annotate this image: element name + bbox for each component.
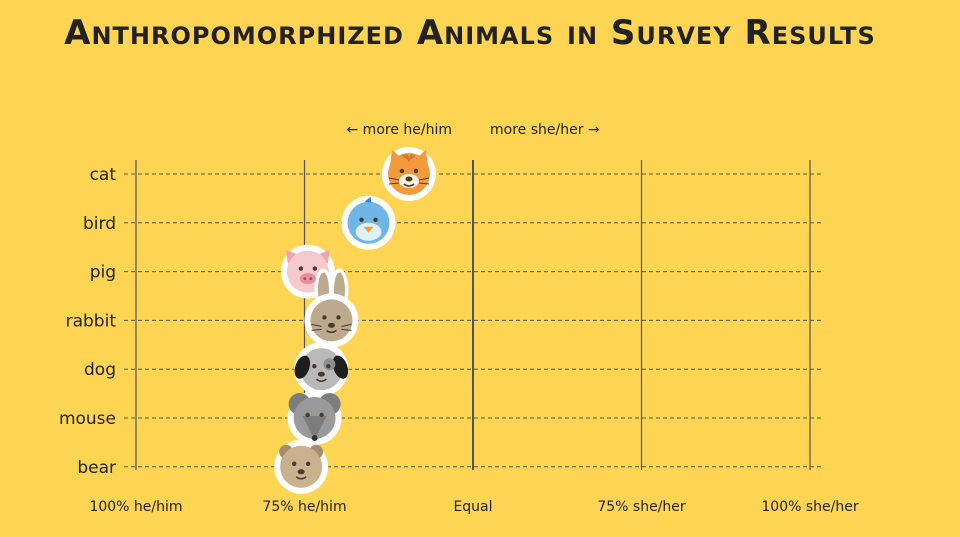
dog-icon <box>294 342 349 397</box>
gridlines <box>124 160 824 470</box>
y-category-label: mouse <box>59 409 116 429</box>
direction-label-right: more she/her → <box>490 122 600 138</box>
x-tick-label: 100% he/him <box>89 499 182 515</box>
x-tick-label: 75% she/her <box>597 499 686 515</box>
y-category-label: pig <box>90 263 116 283</box>
rabbit-icon <box>304 268 359 348</box>
bird-icon <box>341 195 396 250</box>
direction-label-left: ← more he/him <box>347 122 453 138</box>
y-category-label: rabbit <box>66 311 117 331</box>
chart-title: Anthropomorphized Animals in Survey Resu… <box>64 13 876 53</box>
mouse-icon <box>287 391 342 445</box>
y-category-label: cat <box>90 165 117 185</box>
x-tick-label: Equal <box>453 499 492 515</box>
y-category-label: bird <box>83 214 116 234</box>
x-axis-ticks: 100% he/him 75% he/him Equal 75% she/her 100… <box>89 499 858 515</box>
cat-icon <box>381 147 436 201</box>
bear-icon <box>274 439 329 494</box>
x-tick-label: 100% she/her <box>761 499 858 515</box>
y-axis-labels: cat bird pig rabbit dog mouse bear <box>59 165 116 478</box>
animal-markers <box>274 147 436 494</box>
x-tick-label: 75% he/him <box>262 499 346 515</box>
y-category-label: bear <box>77 458 116 478</box>
y-category-label: dog <box>84 360 116 380</box>
